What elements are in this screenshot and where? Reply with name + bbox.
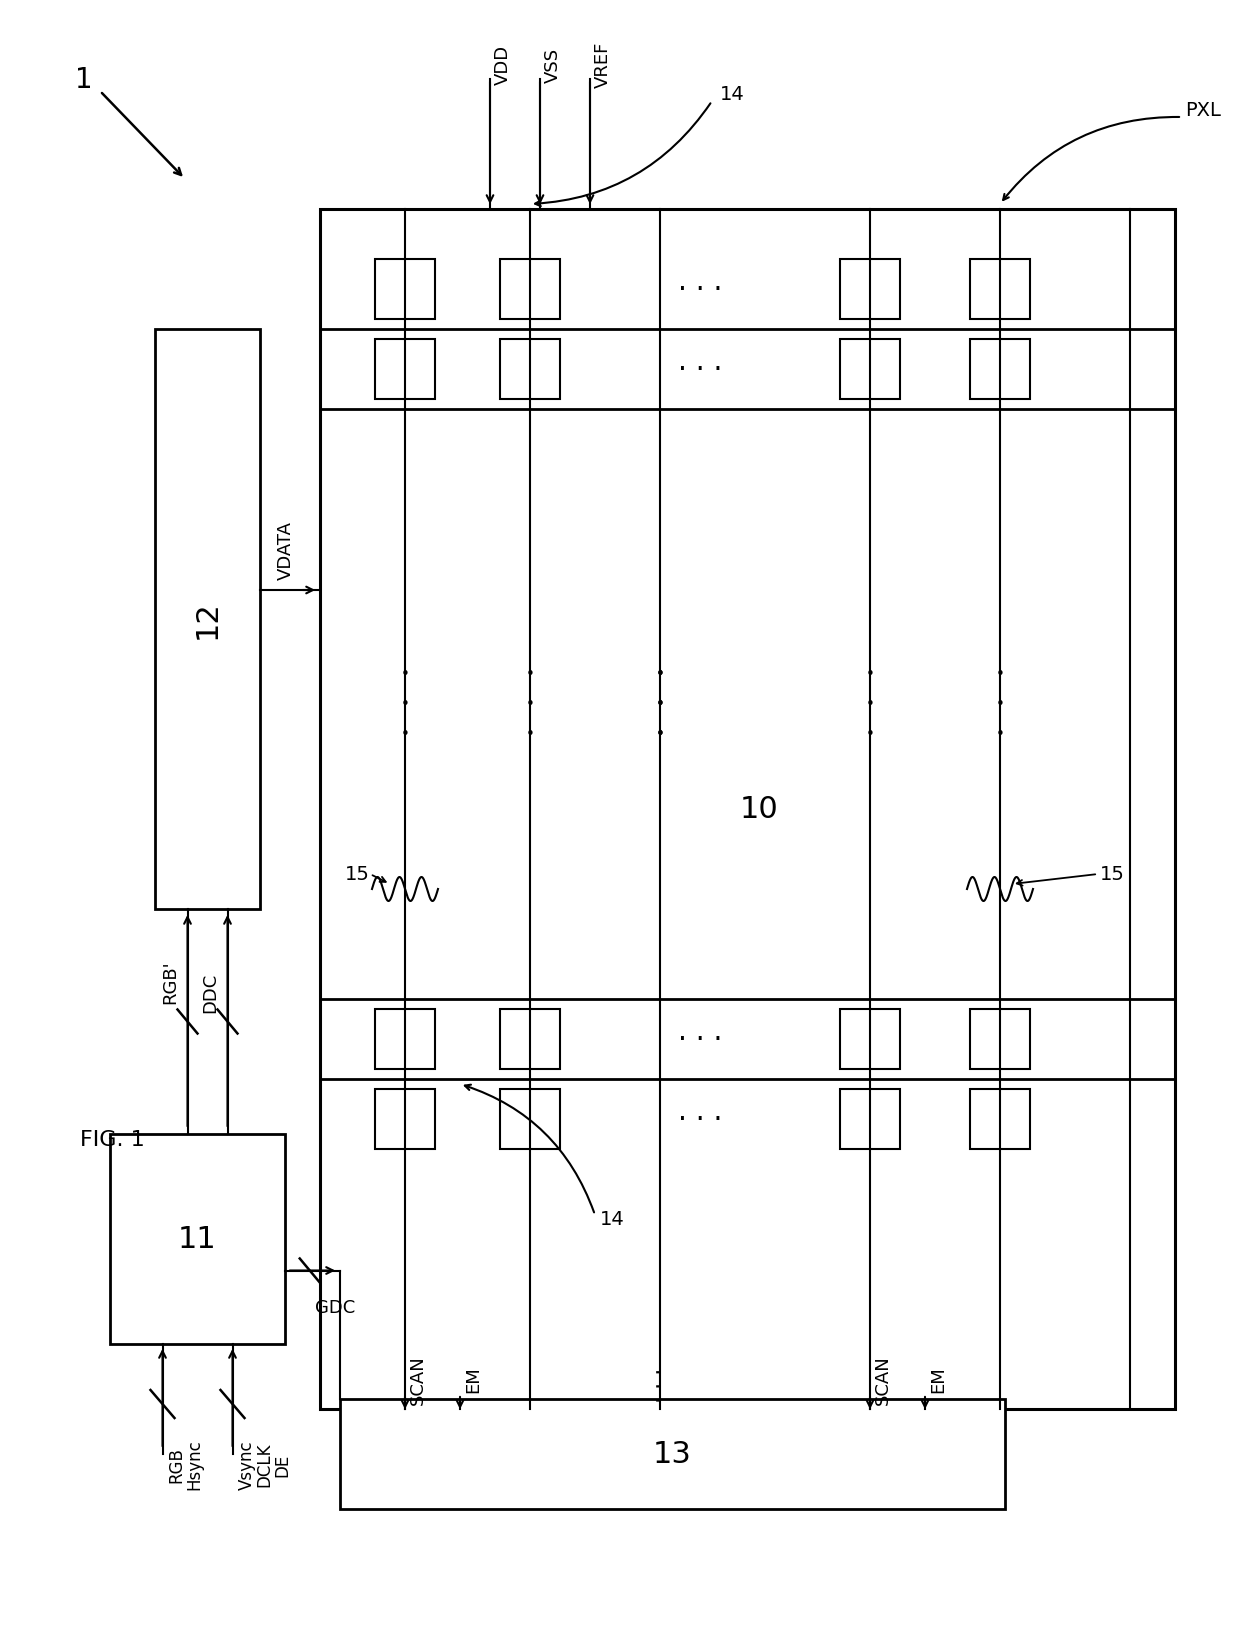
Text: EM: EM bbox=[464, 1365, 482, 1393]
Text: DE: DE bbox=[274, 1452, 291, 1475]
Text: 11: 11 bbox=[179, 1224, 217, 1254]
Bar bbox=[970, 1090, 1030, 1149]
Text: •: • bbox=[656, 728, 665, 742]
Text: · · ·: · · · bbox=[678, 356, 722, 384]
Bar bbox=[155, 329, 260, 910]
Text: VSS: VSS bbox=[544, 48, 562, 82]
Text: 15: 15 bbox=[1100, 865, 1125, 883]
Bar bbox=[374, 261, 435, 320]
Text: •: • bbox=[996, 697, 1004, 711]
Bar bbox=[110, 1134, 285, 1344]
Bar bbox=[970, 261, 1030, 320]
Text: •: • bbox=[526, 667, 534, 682]
Bar bbox=[374, 339, 435, 400]
Text: VREF: VREF bbox=[594, 41, 613, 89]
Text: SCAN: SCAN bbox=[874, 1354, 892, 1405]
Text: •: • bbox=[866, 667, 874, 682]
Text: SCAN: SCAN bbox=[409, 1354, 427, 1405]
Text: •: • bbox=[526, 728, 534, 742]
Text: GDC: GDC bbox=[315, 1298, 355, 1316]
Bar bbox=[500, 261, 560, 320]
Bar bbox=[320, 210, 1176, 1410]
Text: DDC: DDC bbox=[202, 972, 219, 1011]
Bar bbox=[500, 1090, 560, 1149]
Bar bbox=[839, 1010, 900, 1069]
Text: Vsync: Vsync bbox=[238, 1439, 255, 1488]
Text: 1: 1 bbox=[74, 66, 93, 93]
Bar bbox=[839, 261, 900, 320]
Text: · · ·: · · · bbox=[678, 275, 722, 303]
Text: •: • bbox=[656, 728, 665, 742]
Text: •: • bbox=[996, 728, 1004, 742]
Text: 14: 14 bbox=[720, 85, 745, 105]
Text: · · ·: · · · bbox=[650, 1367, 670, 1401]
Bar bbox=[839, 1090, 900, 1149]
Bar bbox=[340, 1400, 1004, 1510]
Text: •: • bbox=[866, 697, 874, 711]
Text: EM: EM bbox=[929, 1365, 947, 1393]
Text: 14: 14 bbox=[600, 1210, 625, 1229]
Text: 10: 10 bbox=[740, 795, 779, 824]
Text: 15: 15 bbox=[345, 865, 370, 883]
Text: •: • bbox=[526, 697, 534, 711]
Text: •: • bbox=[656, 667, 665, 682]
Text: · · ·: · · · bbox=[678, 1026, 722, 1054]
Text: RGB: RGB bbox=[167, 1446, 186, 1482]
Text: PXL: PXL bbox=[1185, 100, 1221, 120]
Bar bbox=[970, 1010, 1030, 1069]
Bar bbox=[374, 1010, 435, 1069]
Text: 12: 12 bbox=[193, 600, 222, 639]
Text: •: • bbox=[656, 697, 665, 711]
Text: •: • bbox=[866, 728, 874, 742]
Text: •: • bbox=[996, 667, 1004, 682]
Text: Hsync: Hsync bbox=[186, 1439, 203, 1490]
Text: · · ·: · · · bbox=[678, 1105, 722, 1133]
Text: •: • bbox=[656, 697, 665, 711]
Bar bbox=[500, 1010, 560, 1069]
Bar bbox=[500, 339, 560, 400]
Bar bbox=[839, 339, 900, 400]
Text: RGB': RGB' bbox=[161, 960, 180, 1003]
Text: •: • bbox=[401, 667, 409, 682]
Text: •: • bbox=[656, 667, 665, 682]
Text: •: • bbox=[401, 728, 409, 742]
Text: VDATA: VDATA bbox=[277, 521, 295, 580]
Bar bbox=[970, 339, 1030, 400]
Text: DCLK: DCLK bbox=[255, 1442, 274, 1487]
Text: VDD: VDD bbox=[494, 44, 512, 85]
Text: •: • bbox=[401, 697, 409, 711]
Bar bbox=[374, 1090, 435, 1149]
Text: 13: 13 bbox=[653, 1439, 692, 1469]
Text: FIG. 1: FIG. 1 bbox=[81, 1129, 145, 1149]
